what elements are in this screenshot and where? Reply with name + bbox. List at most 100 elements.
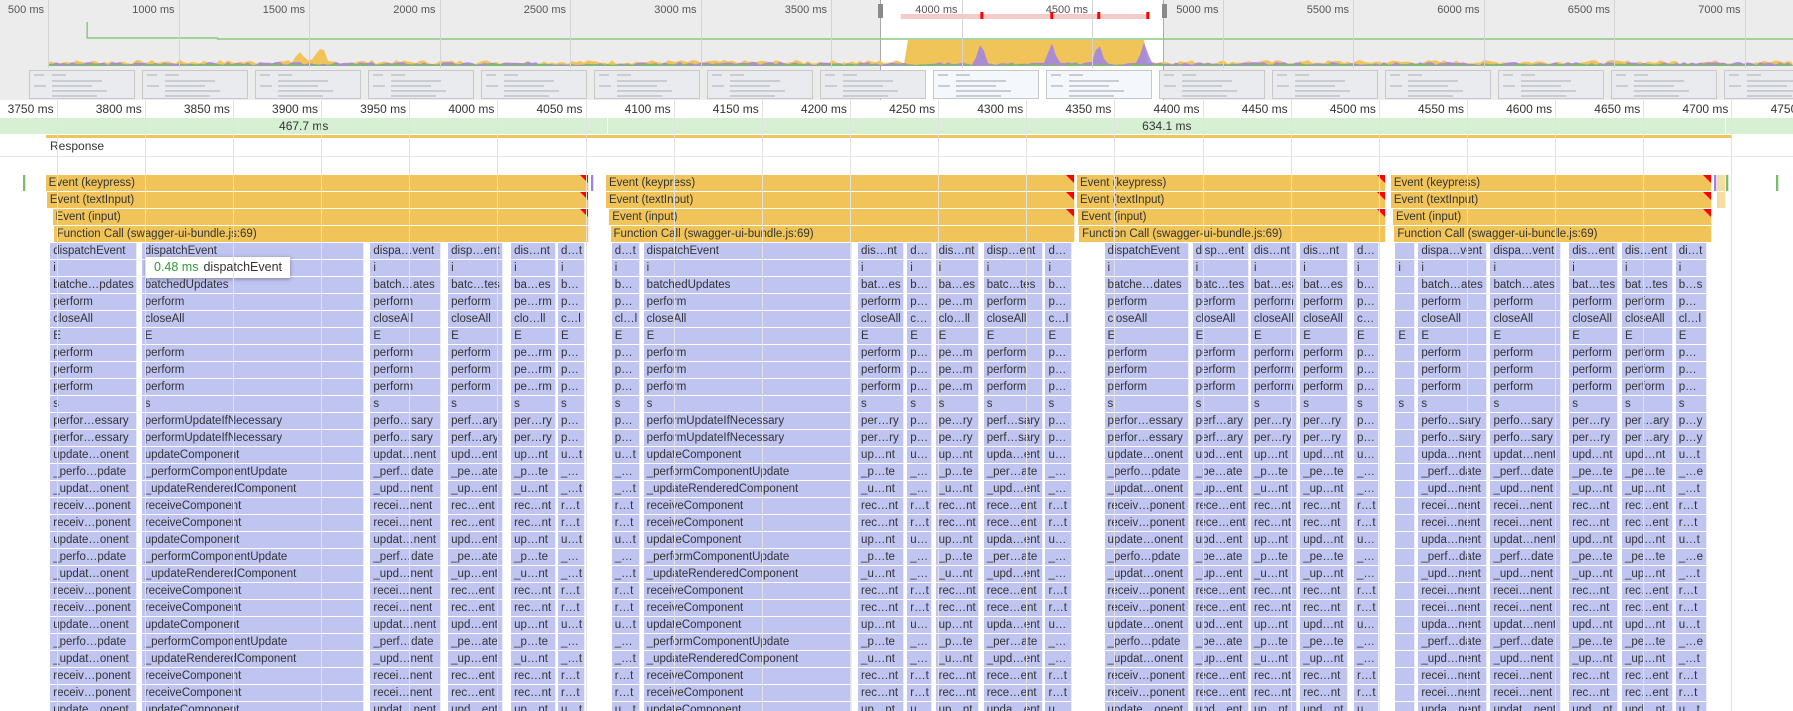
function-block[interactable]: closeAll xyxy=(448,311,503,327)
function-block[interactable]: E xyxy=(1192,328,1249,344)
function-block[interactable]: batche…dates xyxy=(1104,277,1190,293)
function-block[interactable]: _upd…ent xyxy=(983,651,1044,667)
function-block[interactable]: perform xyxy=(141,379,364,395)
function-block[interactable]: perform xyxy=(1300,362,1349,378)
function-block[interactable] xyxy=(1395,464,1415,480)
function-block[interactable]: receiv…ponent xyxy=(1104,668,1190,684)
function-block[interactable]: r…t xyxy=(557,685,586,701)
minor-event-block[interactable] xyxy=(1717,192,1727,208)
function-block[interactable]: i xyxy=(1353,260,1380,276)
function-block[interactable]: E xyxy=(557,328,586,344)
function-block[interactable]: closeAll xyxy=(643,311,852,327)
function-block[interactable]: recei…nent xyxy=(1490,583,1562,599)
function-block[interactable]: perform xyxy=(643,345,852,361)
function-block[interactable]: _pe…ate xyxy=(448,634,503,650)
function-block[interactable]: u… xyxy=(1353,532,1380,548)
function-block[interactable]: E xyxy=(1300,328,1349,344)
function-block[interactable]: p… xyxy=(1045,345,1072,361)
function-block[interactable]: p… xyxy=(907,362,932,378)
function-block[interactable]: rec…nt xyxy=(1300,600,1349,616)
function-block[interactable]: perform xyxy=(448,379,503,395)
function-block[interactable]: p… xyxy=(557,294,586,310)
function-block[interactable]: p…y xyxy=(1675,413,1707,429)
function-block[interactable]: upd…nt xyxy=(1300,617,1349,633)
screenshot-thumbnail[interactable] xyxy=(1159,70,1265,99)
function-block[interactable]: _… xyxy=(557,549,586,565)
response-bracket[interactable] xyxy=(46,135,1732,138)
function-block[interactable]: closeAll xyxy=(1569,311,1619,327)
function-block[interactable]: per…ry xyxy=(1300,413,1349,429)
function-block[interactable]: _up…nt xyxy=(1621,481,1674,497)
function-block[interactable]: r…t xyxy=(907,583,932,599)
function-block[interactable]: updateComponent xyxy=(643,617,852,633)
function-block[interactable]: perform xyxy=(858,362,904,378)
frame-block[interactable]: 467.7 ms xyxy=(0,118,609,134)
function-block[interactable]: recei…nent xyxy=(1418,668,1487,684)
function-block[interactable]: rec…nt xyxy=(858,515,904,531)
event-block[interactable]: Function Call (swagger-ui-bundle.js:69) xyxy=(1394,226,1713,242)
function-block[interactable]: r…t xyxy=(1353,498,1380,514)
function-block[interactable]: _… xyxy=(1045,464,1072,480)
function-block[interactable]: p… xyxy=(1675,362,1707,378)
function-block[interactable]: perform xyxy=(1490,294,1562,310)
function-block[interactable]: p… xyxy=(1045,294,1072,310)
function-block[interactable]: _upd…nent xyxy=(1418,566,1487,582)
function-block[interactable]: batchedUpdates xyxy=(643,277,852,293)
function-block[interactable]: r…t xyxy=(611,583,641,599)
function-block[interactable]: _… xyxy=(907,464,932,480)
function-block[interactable]: batc…tes xyxy=(983,277,1044,293)
screenshot-thumbnail[interactable] xyxy=(707,70,813,99)
function-block[interactable]: s xyxy=(1300,396,1349,412)
screenshot-thumbnail[interactable] xyxy=(368,70,474,99)
function-block[interactable]: r…t xyxy=(1675,583,1707,599)
function-block[interactable]: _upd…ent xyxy=(983,566,1044,582)
function-block[interactable]: _updat…onent xyxy=(50,566,138,582)
function-block[interactable]: upd…ent xyxy=(448,617,503,633)
function-block[interactable]: u… xyxy=(907,702,932,711)
function-block[interactable]: recei…nent xyxy=(370,668,442,684)
function-block[interactable]: rec…nt xyxy=(1300,498,1349,514)
function-block[interactable]: E xyxy=(370,328,442,344)
function-block[interactable]: _updat…onent xyxy=(50,481,138,497)
function-block[interactable]: performUpdateIfNecessary xyxy=(643,430,852,446)
function-block[interactable]: receiv…ponent xyxy=(1104,583,1190,599)
function-block[interactable]: s xyxy=(370,396,442,412)
function-block[interactable]: dispatchEvent xyxy=(1104,243,1190,259)
function-block[interactable]: performUpdateIfNecessary xyxy=(643,413,852,429)
function-block[interactable]: s xyxy=(643,396,852,412)
function-block[interactable]: dispatchEvent xyxy=(141,243,364,259)
function-block[interactable]: i xyxy=(370,260,442,276)
function-block[interactable]: _…e xyxy=(1675,464,1707,480)
function-block[interactable]: per…ry xyxy=(1251,430,1297,446)
function-block[interactable]: i xyxy=(1490,260,1562,276)
function-block[interactable]: _pe…ate xyxy=(1192,549,1249,565)
function-block[interactable]: per…ry xyxy=(1569,430,1619,446)
function-block[interactable]: _p…te xyxy=(511,464,556,480)
function-block[interactable]: u… xyxy=(1045,532,1072,548)
function-block[interactable] xyxy=(1395,413,1415,429)
function-block[interactable]: updat…nent xyxy=(1490,617,1562,633)
event-block[interactable]: Event (keypress) xyxy=(605,175,1075,191)
function-block[interactable]: _u…nt xyxy=(858,481,904,497)
function-block[interactable]: receiveComponent xyxy=(643,583,852,599)
function-block[interactable]: i xyxy=(1045,260,1072,276)
function-block[interactable]: p… xyxy=(611,379,641,395)
event-block[interactable]: Event (keypress) xyxy=(45,175,589,191)
function-block[interactable]: receiv…ponent xyxy=(1104,600,1190,616)
function-block[interactable]: perform xyxy=(983,345,1044,361)
function-block[interactable]: perfor…essary xyxy=(50,430,138,446)
function-block[interactable]: dis…ent xyxy=(1621,243,1674,259)
function-block[interactable]: E xyxy=(907,328,932,344)
function-block[interactable]: perfo…sary xyxy=(370,430,442,446)
function-block[interactable]: recei…nent xyxy=(1490,668,1562,684)
function-block[interactable]: performUpdateIfNecessary xyxy=(141,430,364,446)
function-block[interactable]: i xyxy=(643,260,852,276)
event-block[interactable]: Event (textInput) xyxy=(46,192,589,208)
function-block[interactable]: E xyxy=(511,328,556,344)
function-block[interactable]: performUpdateIfNecessary xyxy=(141,413,364,429)
function-block[interactable]: perform xyxy=(1251,362,1297,378)
function-block[interactable]: recei…nent xyxy=(370,583,442,599)
function-block[interactable]: perf…ary xyxy=(448,430,503,446)
function-block[interactable] xyxy=(1395,668,1415,684)
function-block[interactable]: recei…nent xyxy=(1418,600,1487,616)
